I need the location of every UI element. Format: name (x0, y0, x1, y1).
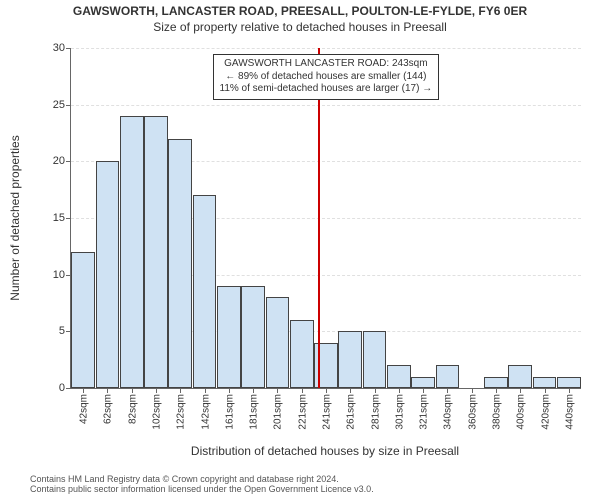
x-tick-label: 102sqm (150, 394, 163, 430)
footer-line-2: Contains public sector information licen… (30, 484, 374, 494)
x-tick-mark (350, 388, 351, 393)
x-tick-mark (375, 388, 376, 393)
histogram-bar (217, 286, 241, 388)
x-tick-label: 340sqm (441, 394, 454, 430)
x-tick-label: 181sqm (247, 394, 260, 430)
chart-container: 0 5 10 15 20 25 30 42sqm 62sqm 82sqm 102sqm 122sqm 1… (0, 0, 600, 500)
histogram-bar (411, 377, 435, 388)
x-tick-label: 321sqm (417, 394, 430, 430)
annotation-line-3: 11% of semi-detached houses are larger (… (220, 83, 433, 96)
histogram-bar (533, 377, 557, 388)
x-axis-label: Distribution of detached houses by size … (191, 444, 459, 458)
annotation-line-1: GAWSWORTH LANCASTER ROAD: 243sqm (220, 58, 433, 71)
x-tick-mark (545, 388, 546, 393)
histogram-bar (120, 116, 144, 388)
x-tick-mark (423, 388, 424, 393)
x-tick-mark (253, 388, 254, 393)
x-tick-mark (472, 388, 473, 393)
copyright-footer: Contains HM Land Registry data © Crown c… (30, 474, 374, 494)
histogram-bar (436, 365, 460, 388)
x-tick-label: 241sqm (320, 394, 333, 430)
x-tick-label: 201sqm (271, 394, 284, 430)
x-tick-mark (326, 388, 327, 393)
x-tick-label: 360sqm (465, 394, 478, 430)
x-tick-mark (520, 388, 521, 393)
x-tick-mark (229, 388, 230, 393)
x-tick-mark (156, 388, 157, 393)
annotation-line-2: ← 89% of detached houses are smaller (14… (220, 71, 433, 84)
histogram-bar (193, 195, 217, 388)
gridline (71, 48, 581, 49)
plot-area: 05101520253042sqm62sqm82sqm102sqm122sqm1… (70, 48, 581, 389)
x-tick-mark (496, 388, 497, 393)
histogram-bar (363, 331, 387, 388)
y-tick-label: 10 (53, 269, 71, 281)
histogram-bar (168, 139, 192, 388)
x-tick-label: 261sqm (344, 394, 357, 430)
x-tick-mark (399, 388, 400, 393)
x-tick-mark (83, 388, 84, 393)
histogram-bar (290, 320, 314, 388)
histogram-bar (387, 365, 411, 388)
x-tick-mark (569, 388, 570, 393)
histogram-bar (557, 377, 581, 388)
x-tick-mark (180, 388, 181, 393)
x-tick-label: 142sqm (198, 394, 211, 430)
y-tick-label: 15 (53, 212, 71, 224)
x-tick-mark (107, 388, 108, 393)
x-tick-label: 380sqm (490, 394, 503, 430)
annotation-box: GAWSWORTH LANCASTER ROAD: 243sqm← 89% of… (213, 54, 440, 100)
histogram-bar (144, 116, 168, 388)
histogram-bar (508, 365, 532, 388)
x-tick-label: 400sqm (514, 394, 527, 430)
y-tick-label: 5 (59, 325, 71, 337)
histogram-bar (338, 331, 362, 388)
x-tick-mark (277, 388, 278, 393)
x-tick-label: 82sqm (125, 394, 138, 424)
histogram-bar (241, 286, 265, 388)
y-axis-label: Number of detached properties (8, 135, 22, 300)
x-tick-mark (205, 388, 206, 393)
x-tick-mark (302, 388, 303, 393)
x-tick-label: 122sqm (174, 394, 187, 430)
footer-line-1: Contains HM Land Registry data © Crown c… (30, 474, 374, 484)
x-tick-label: 420sqm (538, 394, 551, 430)
x-tick-label: 62sqm (101, 394, 114, 424)
x-tick-mark (447, 388, 448, 393)
x-tick-mark (132, 388, 133, 393)
x-tick-label: 281sqm (368, 394, 381, 430)
histogram-bar (266, 297, 290, 388)
x-tick-label: 301sqm (392, 394, 405, 430)
y-tick-label: 20 (53, 155, 71, 167)
y-tick-label: 0 (59, 382, 71, 394)
x-tick-label: 42sqm (77, 394, 90, 424)
x-tick-label: 161sqm (222, 394, 235, 430)
x-tick-label: 440sqm (562, 394, 575, 430)
x-tick-label: 221sqm (295, 394, 308, 430)
gridline (71, 105, 581, 106)
y-tick-label: 25 (53, 99, 71, 111)
histogram-bar (484, 377, 508, 388)
y-tick-label: 30 (53, 42, 71, 54)
histogram-bar (96, 161, 120, 388)
histogram-bar (71, 252, 95, 388)
